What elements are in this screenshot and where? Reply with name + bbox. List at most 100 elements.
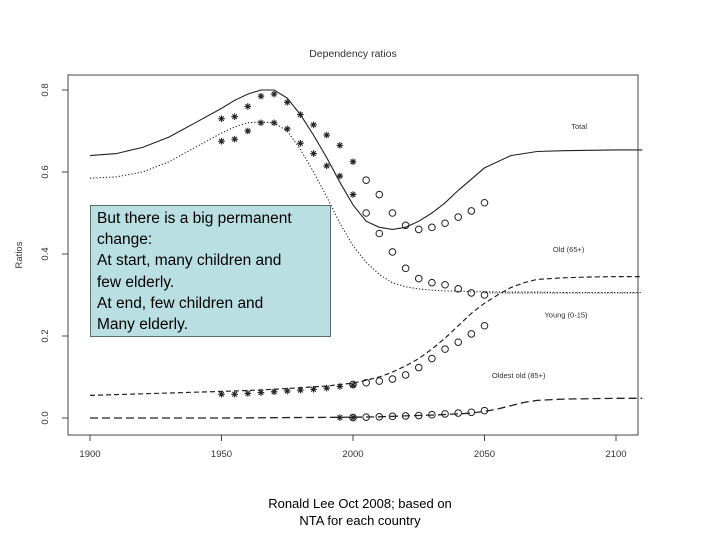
series-labels: Total Old (65+) Young (0-15) Oldest old (85…	[492, 122, 588, 380]
circle-marker-old-65	[467, 330, 476, 338]
star-marker-total	[257, 92, 265, 100]
star-marker-old-65	[218, 390, 225, 398]
circle-marker-oldest-old-85	[362, 413, 370, 421]
star-marker-old-65	[270, 388, 278, 396]
star-marker-old-65	[310, 386, 317, 393]
x-tick-label: 1900	[79, 449, 100, 460]
star-marker-old-65	[323, 384, 330, 392]
star-marker-total	[218, 115, 225, 122]
circle-marker-total	[454, 213, 463, 221]
star-marker-total	[231, 113, 238, 120]
star-marker-total	[349, 158, 357, 166]
star-marker-young-0-15	[231, 135, 238, 143]
circle-marker-oldest-old-85	[414, 411, 423, 420]
circle-marker-young-0-15	[441, 280, 449, 289]
x-tick-label: 1950	[211, 449, 232, 460]
circle-marker-oldest-old-85	[467, 408, 476, 417]
callout-line: few elderly.	[97, 273, 175, 291]
series-lines	[89, 89, 643, 419]
circle-marker-young-0-15	[414, 274, 423, 283]
circle-marker-total	[401, 221, 410, 230]
star-marker-old-65	[231, 390, 238, 398]
circle-marker-old-65	[362, 378, 370, 387]
star-marker-total	[323, 131, 330, 139]
star-marker-young-0-15	[336, 172, 344, 180]
series-line-old-65	[89, 276, 643, 396]
x-tick-label: 2050	[474, 449, 495, 460]
circle-marker-young-0-15	[428, 278, 436, 287]
star-marker-young-0-15	[270, 119, 278, 127]
circle-marker-total	[375, 190, 384, 199]
star-marker-young-0-15	[323, 162, 330, 170]
y-tick-label: 0.6	[40, 165, 51, 178]
callout-line: At end, few children and	[97, 294, 264, 312]
y-tick-label: 0.2	[40, 329, 51, 342]
circle-marker-young-0-15	[375, 229, 384, 238]
y-tick-label: 0.0	[40, 411, 51, 424]
star-marker-total	[336, 142, 344, 149]
series-label-total: Total	[571, 122, 587, 131]
circle-marker-young-0-15	[362, 209, 370, 217]
plot-axes: 1900 1950 2000 2050 2100 0.0 0.2 0.4 0.6 0.8	[40, 74, 639, 460]
circle-marker-oldest-old-85	[388, 412, 397, 421]
star-marker-young-0-15	[257, 119, 265, 127]
callout-line: Many elderly.	[97, 316, 189, 334]
circle-marker-total	[441, 219, 449, 228]
star-marker-young-0-15	[349, 191, 357, 198]
y-axis-label: Ratios	[14, 241, 25, 268]
star-marker-total	[310, 121, 317, 129]
circle-marker-young-0-15	[467, 289, 476, 297]
star-marker-old-65	[336, 383, 344, 390]
circle-marker-old-65	[349, 380, 357, 389]
source-footer: Ronald Lee Oct 2008; based on NTA for ea…	[225, 495, 495, 529]
circle-marker-old-65	[401, 371, 410, 379]
observed-markers	[218, 90, 489, 422]
callout-box: But there is a big permanent change: At …	[90, 205, 331, 337]
circle-marker-total	[414, 225, 423, 234]
series-label-old-65: Old (65+)	[553, 245, 585, 254]
star-marker-oldest-old-85	[349, 414, 357, 421]
callout-line: change:	[97, 231, 153, 249]
star-marker-total	[244, 103, 252, 110]
circle-marker-oldest-old-85	[375, 412, 384, 421]
star-marker-young-0-15	[244, 127, 252, 135]
footer-line-1: Ronald Lee Oct 2008; based on	[268, 496, 452, 511]
star-marker-young-0-15	[297, 140, 304, 147]
chart-title: Dependency ratios	[309, 48, 397, 60]
series-label-young-0-15: Young (0-15)	[544, 311, 588, 320]
circle-marker-total	[467, 207, 476, 215]
star-marker-total	[270, 90, 278, 98]
circle-marker-old-65	[428, 354, 436, 363]
footer-line-2: NTA for each country	[299, 513, 421, 528]
star-marker-young-0-15	[283, 125, 291, 133]
star-marker-young-0-15	[310, 150, 317, 157]
series-line-oldest-old-85	[90, 397, 643, 419]
x-tick-label: 2100	[605, 449, 626, 460]
circle-marker-old-65	[388, 375, 397, 383]
circle-marker-old-65	[454, 338, 463, 346]
circle-marker-oldest-old-85	[428, 410, 436, 419]
star-marker-young-0-15	[218, 137, 225, 145]
circle-marker-total	[428, 223, 436, 232]
star-marker-total	[297, 111, 304, 118]
circle-marker-oldest-old-85	[454, 409, 463, 417]
y-tick-label: 0.4	[40, 247, 51, 260]
circle-marker-oldest-old-85	[401, 412, 410, 420]
callout-line: But there is a big permanent	[97, 210, 292, 227]
circle-marker-total	[480, 198, 489, 207]
circle-marker-oldest-old-85	[480, 406, 489, 415]
circle-marker-total	[362, 176, 370, 184]
callout-line: At start, many children and	[97, 252, 282, 270]
circle-marker-old-65	[375, 377, 384, 385]
y-tick-label: 0.8	[40, 83, 51, 96]
star-marker-oldest-old-85	[336, 414, 344, 421]
circle-marker-old-65	[441, 345, 449, 353]
star-marker-old-65	[283, 387, 291, 395]
circle-marker-old-65	[414, 363, 423, 372]
circle-marker-old-65	[480, 321, 489, 330]
circle-marker-oldest-old-85	[441, 410, 449, 418]
circle-marker-young-0-15	[454, 285, 463, 293]
circle-marker-total	[388, 209, 397, 217]
circle-marker-young-0-15	[401, 264, 410, 273]
